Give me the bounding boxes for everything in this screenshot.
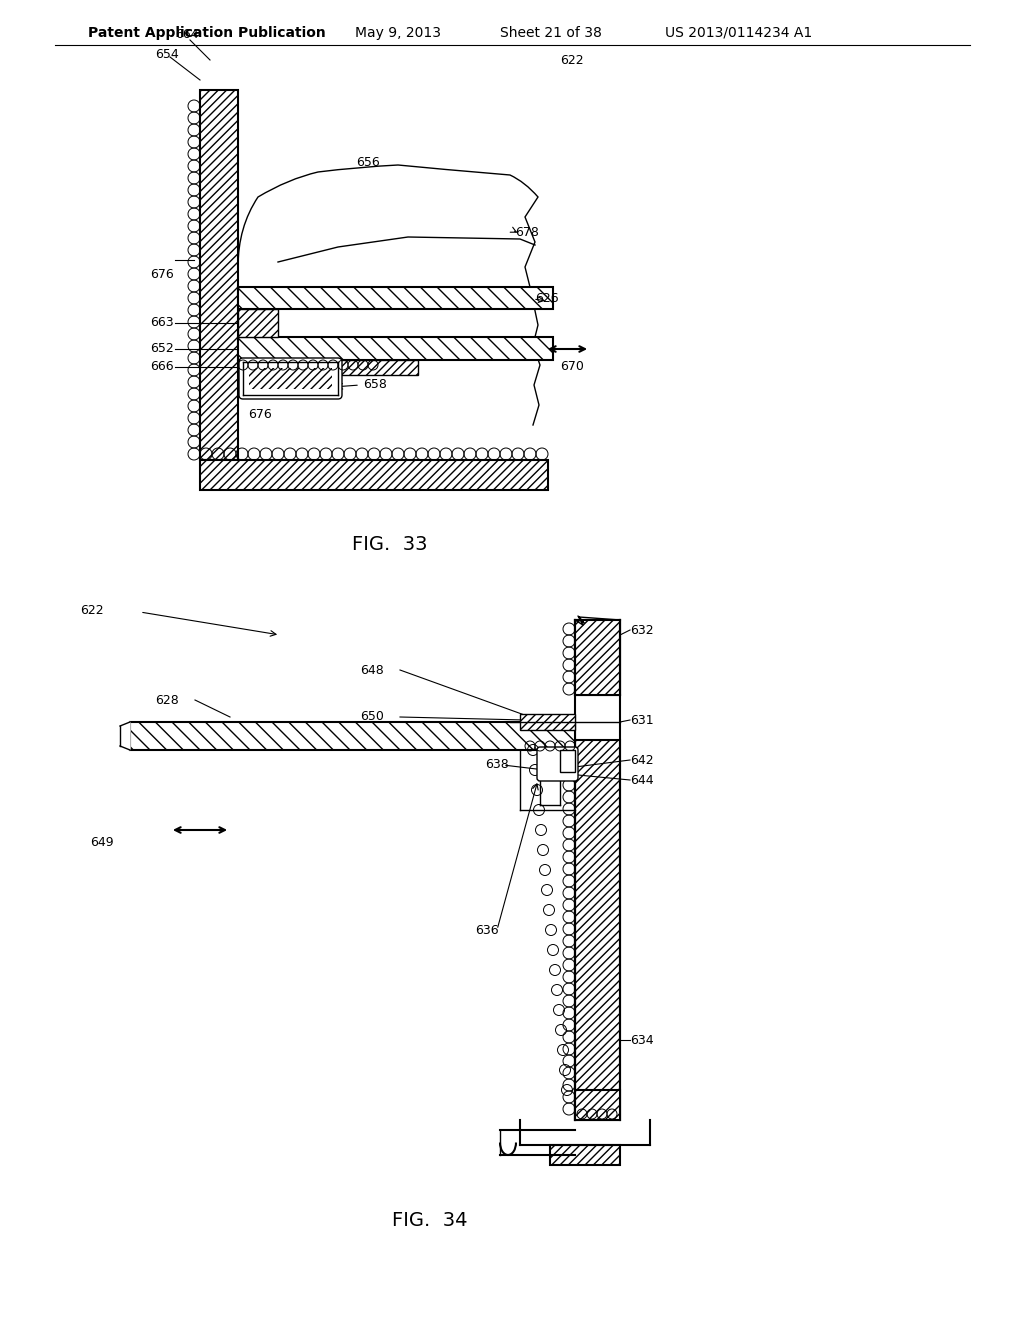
Text: 676: 676 [150,268,174,281]
Text: 670: 670 [560,360,584,374]
Text: 648: 648 [360,664,384,676]
Text: 652: 652 [150,342,174,355]
Bar [575,1090,620,1119]
Text: 664: 664 [175,29,199,41]
Text: 658: 658 [362,379,387,392]
Bar [249,368,332,389]
Text: FIG.  34: FIG. 34 [392,1210,468,1229]
Text: US 2013/0114234 A1: US 2013/0114234 A1 [665,26,812,40]
Text: 654: 654 [155,49,179,62]
Bar [130,722,575,750]
Bar [238,360,418,375]
Text: 638: 638 [485,759,509,771]
Text: 650: 650 [360,710,384,723]
Bar [200,459,548,490]
Text: 622: 622 [80,603,103,616]
Text: 649: 649 [90,836,114,849]
PathPatch shape [238,165,538,286]
Bar [550,1144,620,1166]
Bar [575,620,620,696]
Bar [575,620,620,696]
Bar [238,309,278,337]
Text: 631: 631 [630,714,653,726]
Text: 628: 628 [155,693,179,706]
Text: 622: 622 [560,54,584,66]
Bar [200,90,238,459]
Bar [238,286,553,309]
Polygon shape [120,722,130,750]
Text: 634: 634 [630,1034,653,1047]
Bar [575,741,620,1119]
Text: 663: 663 [150,317,174,330]
Text: 644: 644 [630,774,653,787]
Text: 636: 636 [475,924,499,936]
Text: 656: 656 [356,156,380,169]
Text: 678: 678 [515,226,539,239]
Text: May 9, 2013: May 9, 2013 [355,26,441,40]
Text: 626: 626 [535,293,559,305]
Text: Sheet 21 of 38: Sheet 21 of 38 [500,26,602,40]
Bar [238,337,553,360]
Bar [560,750,575,772]
Text: FIG.  33: FIG. 33 [352,536,428,554]
Text: 642: 642 [630,754,653,767]
Bar [520,714,575,730]
Text: 666: 666 [150,360,174,374]
FancyBboxPatch shape [537,747,578,781]
Text: 676: 676 [248,408,271,421]
Text: 632: 632 [630,623,653,636]
FancyBboxPatch shape [239,358,342,399]
Text: Patent Application Publication: Patent Application Publication [88,26,326,40]
